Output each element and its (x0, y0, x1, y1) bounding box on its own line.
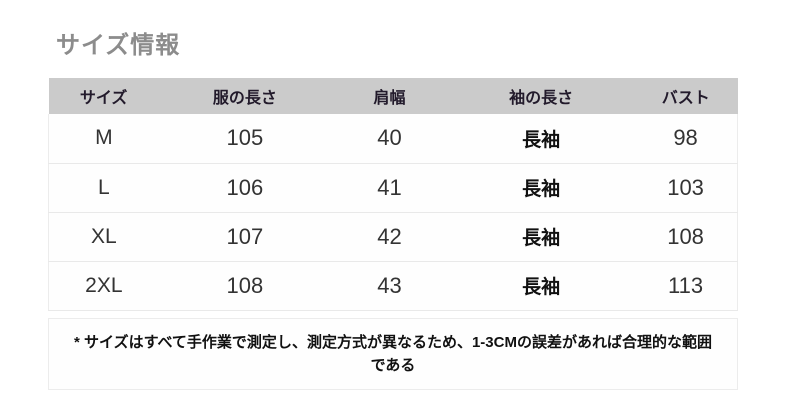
bust-cell: 108 (634, 212, 739, 262)
column-header-size: サイズ (48, 78, 159, 114)
table-row-2xl: 2XL 108 43 長袖 113 (47, 261, 739, 311)
size-cell: XL (47, 212, 159, 262)
bust-cell: 98 (634, 114, 739, 164)
size-cell: 2XL (47, 261, 159, 311)
table-row-l: L 106 41 長袖 103 (47, 163, 739, 213)
header-row: サイズ 服の長さ 肩幅 袖の長さ バスト (48, 78, 738, 114)
bust-cell: 103 (634, 163, 739, 213)
shoulder-cell: 40 (330, 114, 449, 164)
size-cell: L (47, 163, 159, 213)
length-cell: 108 (158, 261, 331, 311)
column-header-bust: バスト (634, 78, 738, 114)
measurement-note-box: * サイズはすべて手作業で測定し、測定方式が異なるため、1-3CMの誤差があれば… (48, 318, 738, 390)
length-cell: 107 (158, 212, 331, 262)
sleeve-cell: 長袖 (448, 163, 635, 213)
shoulder-cell: 42 (330, 212, 449, 262)
size-table: サイズ 服の長さ 肩幅 袖の長さ バスト M 105 40 長袖 98 L 10… (47, 78, 739, 311)
shoulder-cell: 41 (330, 163, 449, 213)
table-row-m: M 105 40 長袖 98 (47, 114, 739, 164)
sleeve-cell: 長袖 (448, 261, 635, 311)
size-cell: M (47, 114, 159, 164)
measurement-note-text: * サイズはすべて手作業で測定し、測定方式が異なるため、1-3CMの誤差があれば… (74, 334, 712, 374)
table-row-xl: XL 107 42 長袖 108 (47, 212, 739, 262)
column-header-length: 服の長さ (158, 78, 331, 114)
length-cell: 105 (158, 114, 331, 164)
page-title: サイズ情報 (56, 32, 181, 59)
column-header-sleeve: 袖の長さ (448, 78, 635, 114)
sleeve-cell: 長袖 (448, 114, 635, 164)
length-cell: 106 (158, 163, 331, 213)
column-header-shoulder: 肩幅 (330, 78, 449, 114)
bust-cell: 113 (634, 261, 739, 311)
sleeve-cell: 長袖 (448, 212, 635, 262)
shoulder-cell: 43 (330, 261, 449, 311)
